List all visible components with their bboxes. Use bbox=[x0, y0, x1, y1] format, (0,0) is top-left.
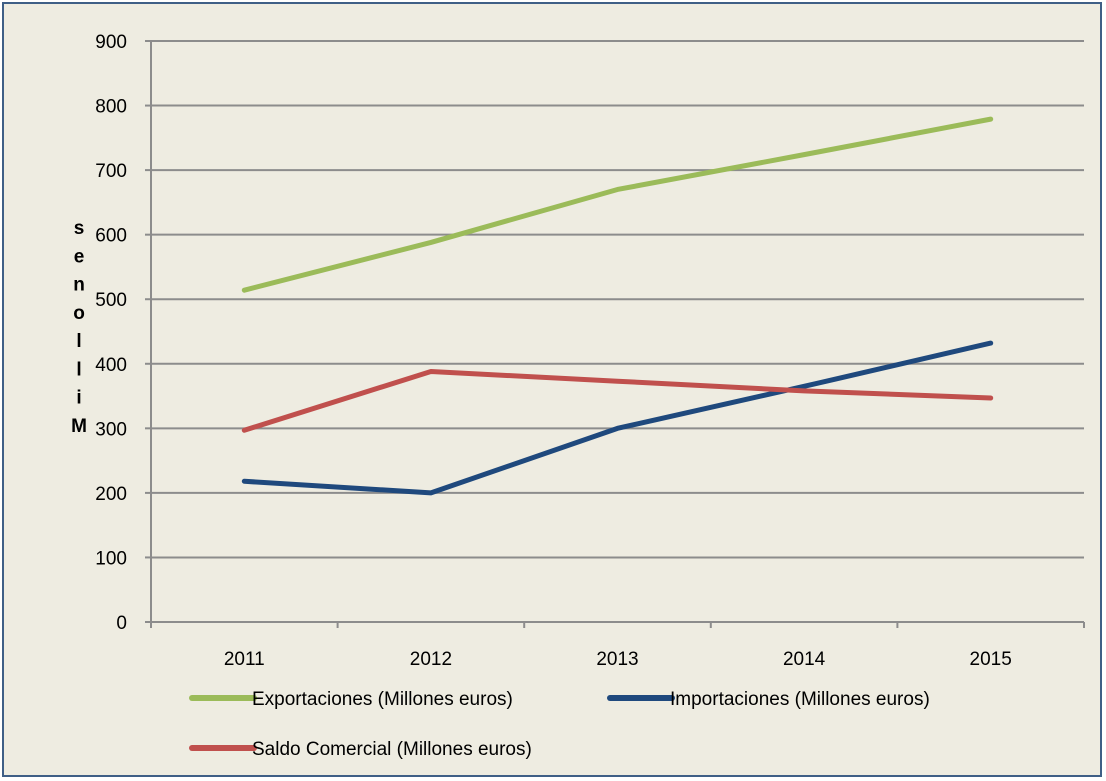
y-tick-label: 700 bbox=[95, 161, 127, 182]
x-tick-label: 2014 bbox=[783, 649, 826, 670]
series-lines bbox=[241, 116, 994, 496]
y-tick-labels: 0 100 200 300 400 500 600 700 800 900 bbox=[95, 32, 127, 634]
y-axis-label-char: M bbox=[71, 416, 87, 437]
x-tick-label: 2011 bbox=[224, 649, 265, 670]
y-axis-label-char: o bbox=[73, 303, 85, 324]
y-tick-label: 300 bbox=[95, 419, 127, 440]
legend-item-1: Importaciones (Millones euros) bbox=[607, 689, 930, 710]
legend-label: Importaciones (Millones euros) bbox=[670, 689, 930, 710]
legend-label: Exportaciones (Millones euros) bbox=[252, 689, 513, 710]
series-line-2 bbox=[241, 369, 994, 433]
y-tick-label: 400 bbox=[95, 355, 127, 376]
y-tick-label: 200 bbox=[95, 484, 127, 505]
y-axis-label-char: l bbox=[76, 331, 81, 352]
axes bbox=[145, 40, 1085, 628]
series-line-1 bbox=[241, 340, 994, 496]
y-tick-label: 900 bbox=[95, 32, 127, 53]
y-tick-label: 800 bbox=[95, 97, 127, 118]
series-line-0 bbox=[241, 116, 994, 293]
x-tick-labels: 2011 2012 2013 2014 2015 bbox=[224, 649, 1012, 670]
legend-item-2: Saldo Comercial (Millones euros) bbox=[189, 739, 532, 760]
x-tick-label: 2015 bbox=[970, 649, 1012, 670]
legend-item-0: Exportaciones (Millones euros) bbox=[189, 689, 513, 710]
gridlines bbox=[151, 40, 1084, 559]
y-axis-label-char: s bbox=[74, 218, 85, 239]
y-tick-label: 100 bbox=[95, 548, 127, 569]
y-axis-label-char: e bbox=[74, 246, 85, 267]
legend-label: Saldo Comercial (Millones euros) bbox=[252, 739, 532, 760]
x-tick-label: 2012 bbox=[410, 649, 452, 670]
legend: Exportaciones (Millones euros) Importacio… bbox=[189, 689, 930, 760]
y-tick-label: 0 bbox=[116, 613, 127, 634]
y-tick-label: 500 bbox=[95, 290, 127, 311]
y-axis-label-char: l bbox=[76, 359, 81, 380]
y-axis-label-char: n bbox=[73, 275, 85, 296]
y-axis-label-char: i bbox=[76, 388, 81, 409]
x-tick-label: 2013 bbox=[596, 649, 638, 670]
y-tick-label: 600 bbox=[95, 226, 127, 247]
